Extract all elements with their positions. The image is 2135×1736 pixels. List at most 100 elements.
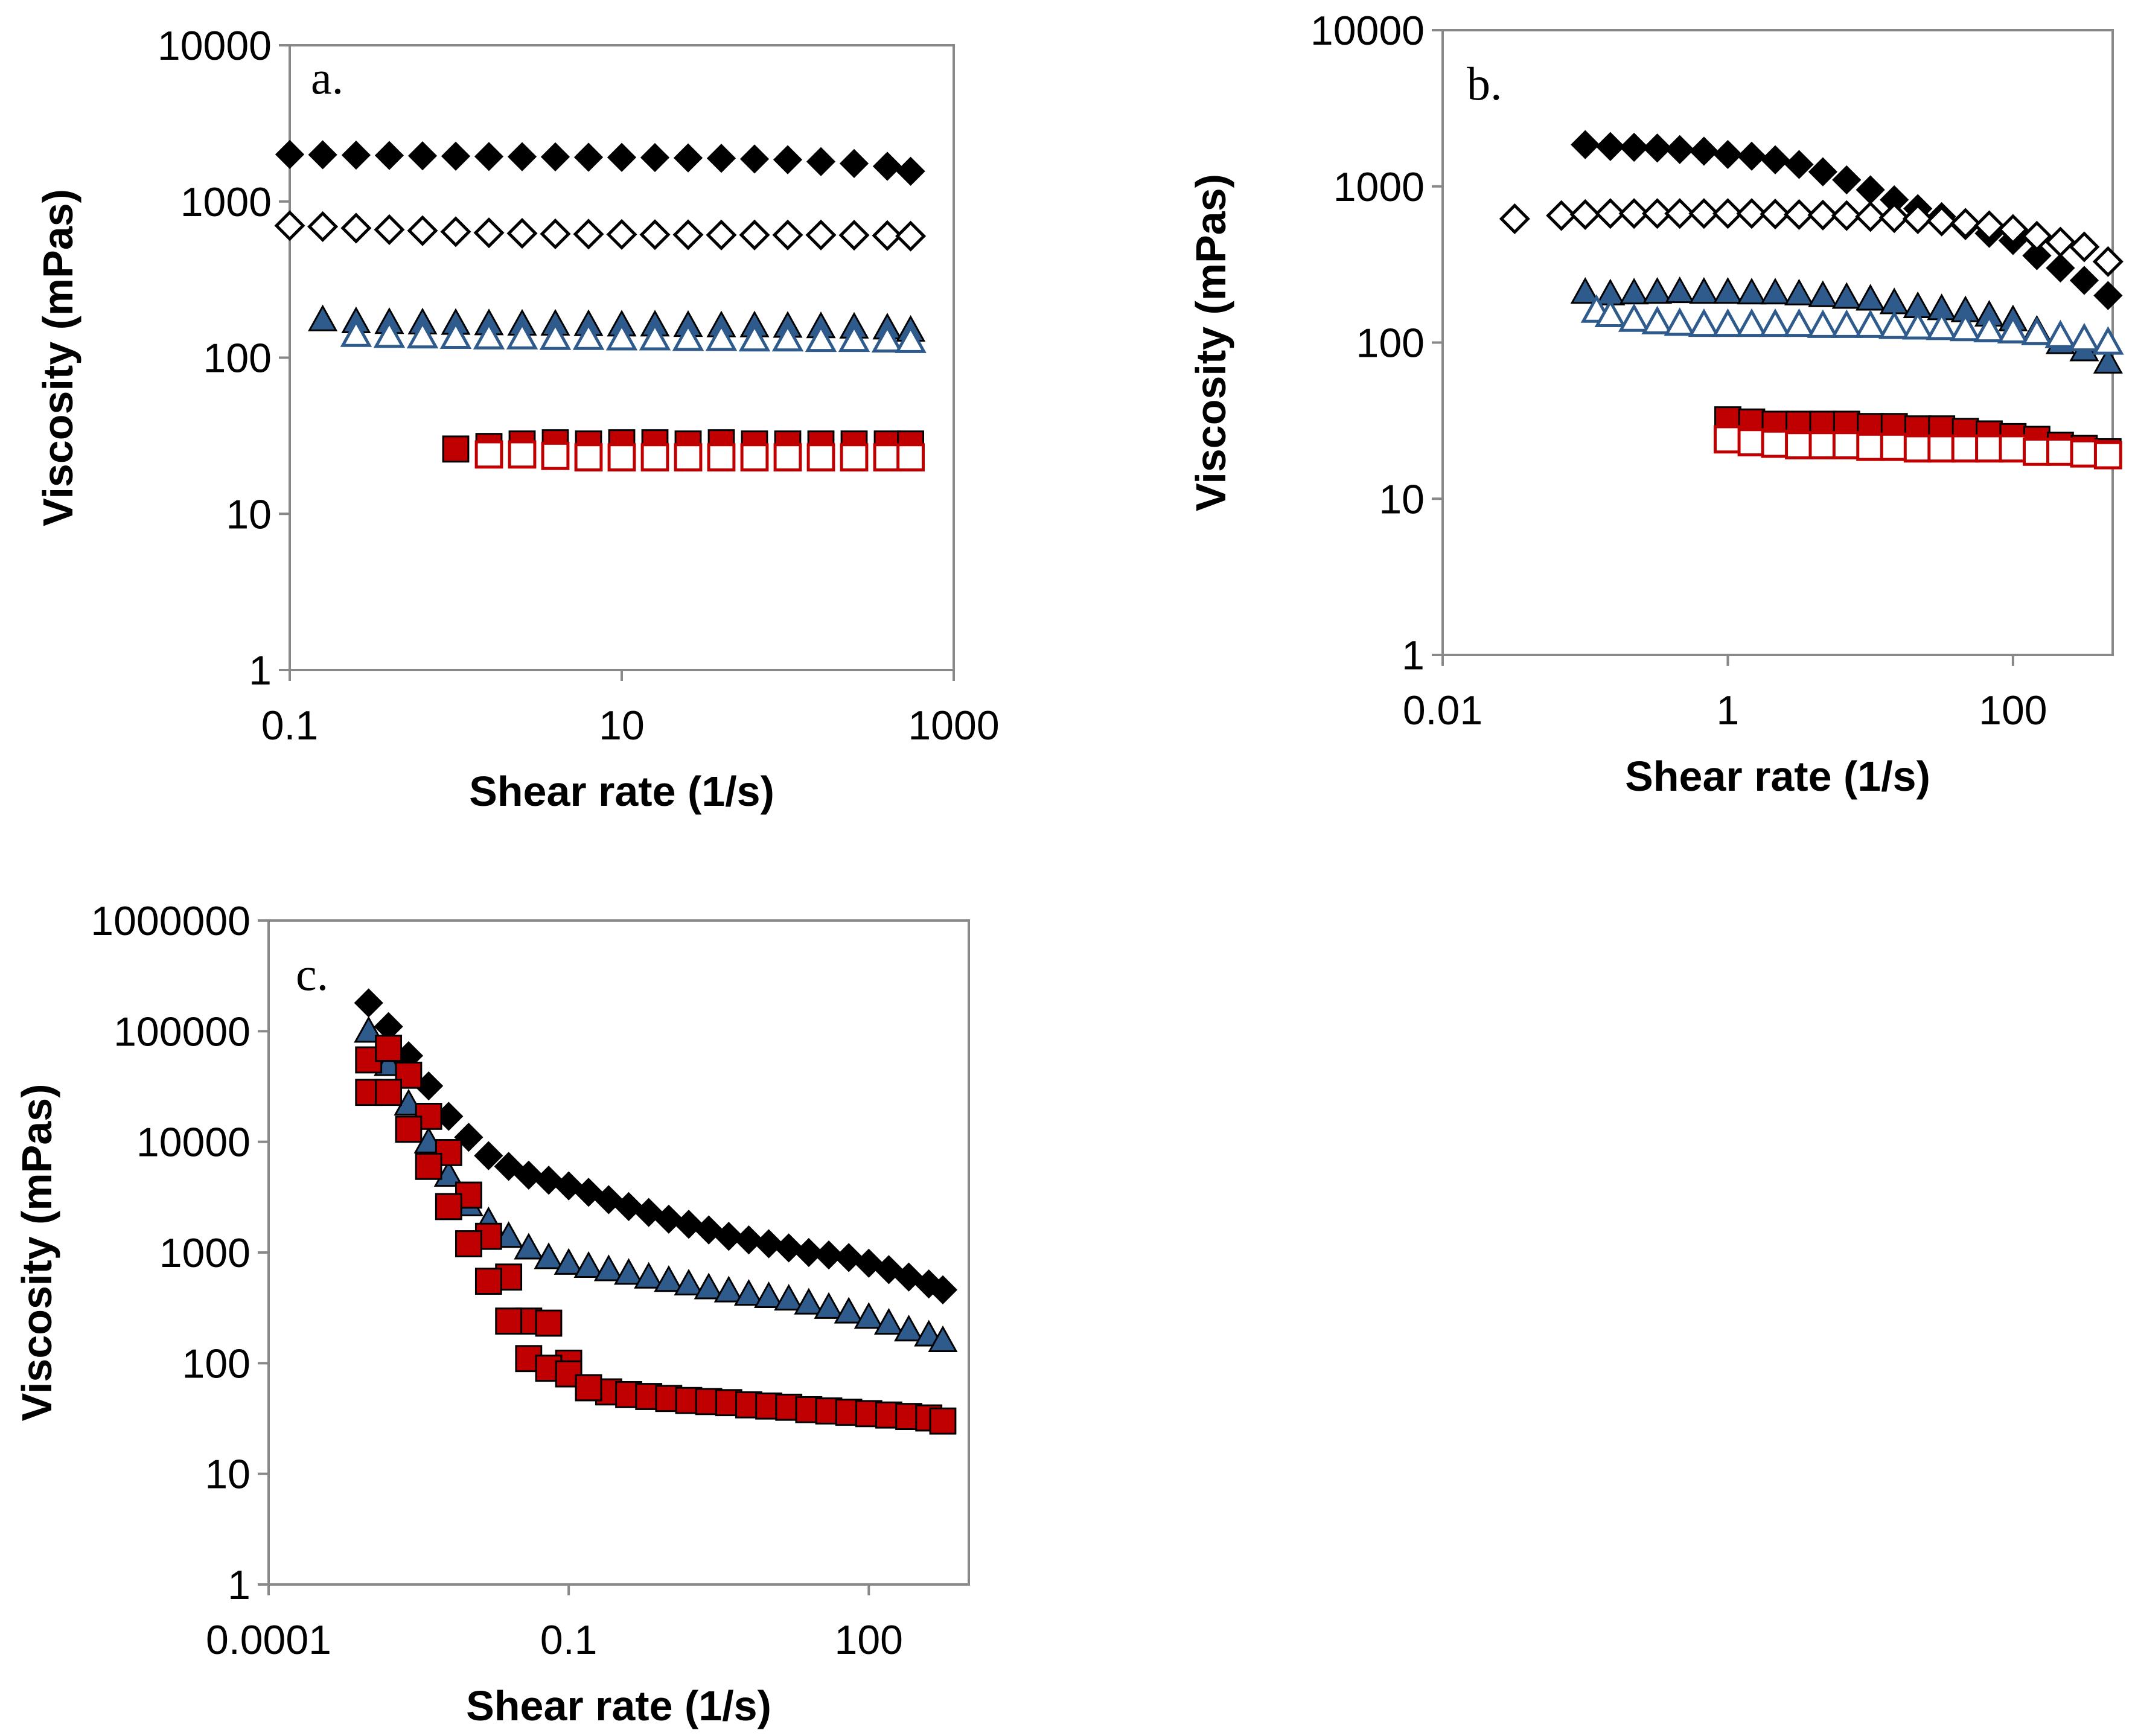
y-axis-title: Viscosity (mPas) <box>34 189 81 526</box>
y-tick-label: 1 <box>228 1562 251 1608</box>
data-point-square <box>1832 431 1861 460</box>
y-axis-title: Viscosity (mPas) <box>1187 174 1234 511</box>
data-point-triangle <box>539 321 572 350</box>
data-point-diamond <box>706 144 736 173</box>
data-point-diamond <box>1973 210 2005 241</box>
data-point-diamond <box>1832 165 1862 195</box>
data-point-triangle <box>1689 277 1719 304</box>
data-point-diamond <box>607 142 637 172</box>
data-point-triangle <box>1735 308 1768 337</box>
x-tick-label: 0.1 <box>540 1617 598 1663</box>
series-3 <box>1580 294 2124 355</box>
data-point-triangle <box>1618 303 1650 332</box>
data-point-diamond <box>672 219 704 251</box>
data-point-diamond <box>2044 226 2076 258</box>
data-point-triangle <box>834 1297 864 1324</box>
data-point-diamond <box>441 141 471 171</box>
series-5 <box>1714 425 2122 470</box>
data-point-square <box>929 1407 957 1435</box>
x-tick-label: 100 <box>835 1617 903 1663</box>
data-point-square <box>1737 428 1766 457</box>
data-point-diamond <box>872 220 903 251</box>
data-point-diamond <box>773 145 803 174</box>
data-point-diamond <box>654 1204 683 1234</box>
y-tick-label: 100000 <box>113 1009 251 1055</box>
data-point-diamond <box>573 142 604 172</box>
y-tick-label: 1000 <box>180 179 272 225</box>
data-point-square <box>1808 431 1837 460</box>
data-point-triangle <box>854 1302 884 1329</box>
x-tick-label: 0.01 <box>1403 688 1482 733</box>
plot-frame <box>289 44 955 671</box>
data-point-diamond <box>1997 214 2029 245</box>
data-point-diamond <box>1618 198 1650 229</box>
series-0 <box>275 139 925 186</box>
data-point-square <box>541 441 570 470</box>
data-point-square <box>535 1309 563 1337</box>
data-point-triangle <box>1879 287 1909 314</box>
data-point-diamond <box>1950 208 1981 239</box>
data-point-triangle <box>554 1248 584 1275</box>
x-tick-label: 1000 <box>908 703 999 748</box>
data-point-diamond <box>1926 205 1958 237</box>
data-point-diamond <box>2092 246 2124 277</box>
data-point-square <box>674 443 703 472</box>
data-point-square <box>395 1115 423 1143</box>
data-point-triangle <box>308 304 338 331</box>
series-5 <box>474 440 925 472</box>
data-point-triangle <box>1712 277 1743 304</box>
data-point-diamond <box>2021 220 2052 252</box>
data-point-square <box>1975 434 2003 463</box>
data-point-diamond <box>374 214 405 245</box>
data-point-square <box>1880 432 1909 461</box>
data-point-square <box>1951 434 1980 463</box>
data-point-diamond <box>1737 141 1767 171</box>
panel-label: c. <box>296 948 328 1000</box>
data-point-square <box>2046 437 2075 466</box>
data-point-triangle <box>1926 311 1958 340</box>
data-point-diamond <box>506 218 538 249</box>
series-0 <box>1571 130 2123 310</box>
data-point-triangle <box>1807 309 1839 338</box>
data-point-triangle <box>373 319 406 348</box>
data-point-diamond <box>440 216 471 247</box>
series-3 <box>355 1079 602 1402</box>
data-point-square <box>415 1152 442 1180</box>
data-point-diamond <box>1783 199 1815 230</box>
data-point-diamond <box>1855 201 1886 232</box>
data-point-triangle <box>514 1233 544 1260</box>
data-point-square <box>442 435 470 463</box>
x-tick-label: 10 <box>599 703 645 748</box>
data-point-diamond <box>341 140 371 170</box>
data-point-triangle <box>1831 309 1863 338</box>
data-point-diamond <box>1595 198 1626 229</box>
data-point-diamond <box>606 219 637 250</box>
data-point-diamond <box>540 218 571 250</box>
data-point-triangle <box>1901 311 1934 340</box>
data-point-diamond <box>896 156 925 186</box>
data-point-triangle <box>506 321 538 349</box>
data-point-triangle <box>439 320 472 349</box>
y-tick-label: 10000 <box>136 1120 251 1166</box>
data-point-diamond <box>1689 136 1719 166</box>
data-point-diamond <box>838 220 870 251</box>
data-point-square <box>607 443 636 472</box>
data-point-diamond <box>474 142 504 171</box>
data-point-diamond <box>573 219 604 250</box>
data-point-diamond <box>1642 133 1672 163</box>
data-point-triangle <box>1641 305 1673 334</box>
y-axis-title: Viscosity (mPas) <box>13 1084 60 1422</box>
x-tick-label: 1 <box>1717 688 1740 733</box>
data-point-square <box>707 443 736 472</box>
y-tick-label: 100 <box>182 1341 251 1387</box>
x-tick-label: 0.1 <box>261 703 319 748</box>
data-point-square <box>806 443 835 472</box>
data-point-square <box>1785 431 1813 460</box>
plot-frame <box>267 919 970 1586</box>
data-point-diamond <box>1546 200 1577 231</box>
data-point-triangle <box>634 1262 664 1289</box>
data-point-triangle <box>713 1275 744 1303</box>
data-point-triangle <box>1619 278 1649 305</box>
y-tick-label: 1000 <box>159 1230 251 1276</box>
